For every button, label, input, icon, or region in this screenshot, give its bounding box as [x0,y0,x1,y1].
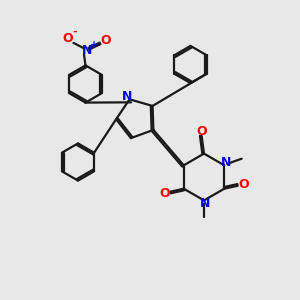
Text: O: O [62,32,73,46]
Text: -: - [73,27,77,37]
Text: O: O [196,124,207,138]
Text: N: N [200,197,211,210]
Text: O: O [238,178,249,191]
Text: O: O [159,187,169,200]
Text: N: N [122,90,132,104]
Text: N: N [82,44,92,57]
Text: +: + [90,40,99,50]
Text: N: N [220,156,231,170]
Text: O: O [100,34,111,47]
